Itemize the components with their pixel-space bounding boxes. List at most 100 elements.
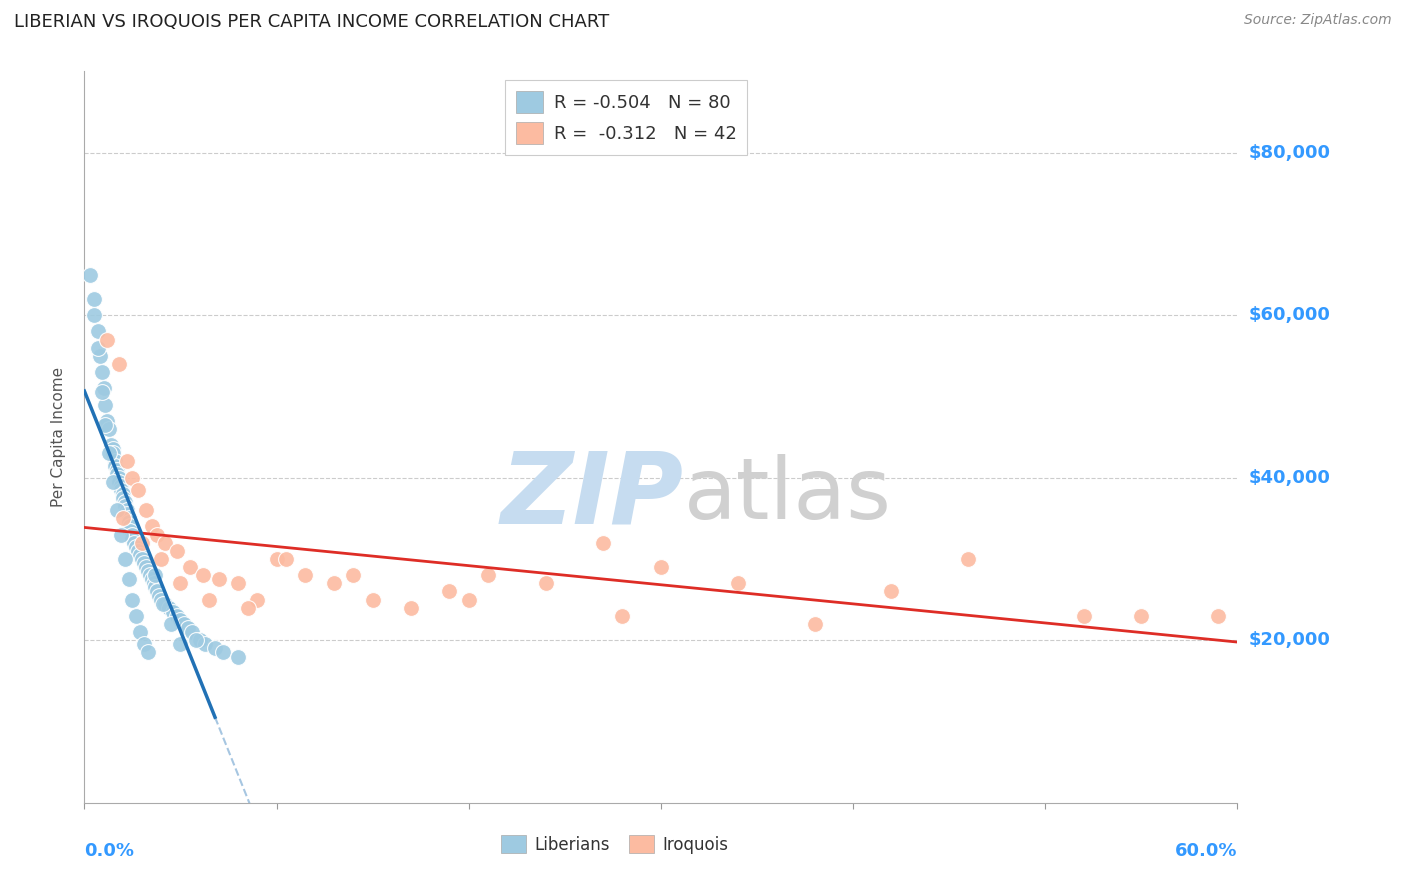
Point [79, 268, 101, 282]
Point [150, 592, 173, 607]
Point [136, 564, 159, 578]
Point [108, 475, 131, 489]
Point [125, 608, 148, 623]
Point [294, 568, 316, 582]
Point [162, 605, 184, 619]
Point [111, 491, 134, 505]
Text: $40,000: $40,000 [1249, 468, 1330, 487]
Point [121, 592, 143, 607]
Point [169, 637, 191, 651]
Point [105, 462, 128, 476]
Point [117, 511, 139, 525]
Point [135, 560, 157, 574]
Point [115, 503, 138, 517]
Point [142, 576, 165, 591]
Point [83, 308, 105, 322]
Point [93, 381, 115, 395]
Point [439, 584, 461, 599]
Point [153, 597, 176, 611]
Point [246, 592, 269, 607]
Point [534, 576, 557, 591]
Point [184, 633, 207, 648]
Point [342, 568, 364, 582]
Point [179, 560, 201, 574]
Point [457, 592, 479, 607]
Point [117, 572, 139, 586]
Point [146, 527, 169, 541]
Point [153, 535, 176, 549]
Point [127, 483, 149, 497]
Point [96, 414, 118, 428]
Point [1073, 608, 1095, 623]
Point [100, 438, 122, 452]
Point [108, 357, 131, 371]
Point [98, 446, 121, 460]
Point [114, 495, 136, 509]
Point [89, 349, 111, 363]
Text: 60.0%: 60.0% [1175, 842, 1237, 860]
Point [87, 325, 110, 339]
Point [150, 552, 173, 566]
Point [208, 572, 231, 586]
Text: $60,000: $60,000 [1249, 306, 1330, 324]
Point [145, 581, 167, 595]
Point [110, 527, 132, 541]
Point [160, 617, 183, 632]
Point [98, 422, 121, 436]
Point [204, 641, 226, 656]
Point [90, 365, 112, 379]
Y-axis label: Per Capita Income: Per Capita Income [51, 367, 66, 508]
Point [152, 597, 174, 611]
Point [136, 645, 159, 659]
Legend: R = -0.504   N = 80, R =  -0.312   N = 42: R = -0.504 N = 80, R = -0.312 N = 42 [505, 80, 748, 155]
Point [880, 584, 903, 599]
Text: ZIP: ZIP [501, 447, 683, 544]
Point [110, 479, 132, 493]
Point [236, 600, 259, 615]
Point [323, 576, 346, 591]
Point [104, 458, 127, 473]
Point [612, 608, 634, 623]
Point [181, 625, 204, 640]
Point [103, 475, 124, 489]
Text: atlas: atlas [683, 454, 891, 537]
Point [115, 508, 138, 522]
Point [138, 568, 160, 582]
Point [361, 592, 384, 607]
Point [111, 487, 134, 501]
Point [148, 589, 170, 603]
Point [120, 519, 142, 533]
Text: $80,000: $80,000 [1249, 144, 1330, 161]
Point [226, 649, 249, 664]
Point [87, 341, 110, 355]
Point [120, 524, 142, 538]
Point [592, 535, 614, 549]
Point [105, 503, 128, 517]
Point [131, 535, 153, 549]
Point [103, 442, 124, 457]
Point [146, 584, 169, 599]
Point [131, 552, 153, 566]
Text: 0.0%: 0.0% [84, 842, 135, 860]
Point [127, 544, 149, 558]
Point [135, 503, 157, 517]
Point [169, 613, 191, 627]
Point [188, 633, 211, 648]
Point [141, 519, 163, 533]
Point [94, 398, 117, 412]
Point [129, 625, 152, 640]
Point [477, 568, 499, 582]
Point [194, 637, 217, 651]
Point [266, 552, 288, 566]
Point [132, 556, 155, 570]
Point [129, 548, 152, 562]
Point [105, 467, 128, 481]
Point [110, 483, 132, 497]
Point [198, 592, 221, 607]
Point [114, 552, 136, 566]
Point [104, 454, 127, 468]
Point [121, 532, 143, 546]
Point [121, 471, 143, 485]
Point [145, 568, 167, 582]
Point [276, 552, 298, 566]
